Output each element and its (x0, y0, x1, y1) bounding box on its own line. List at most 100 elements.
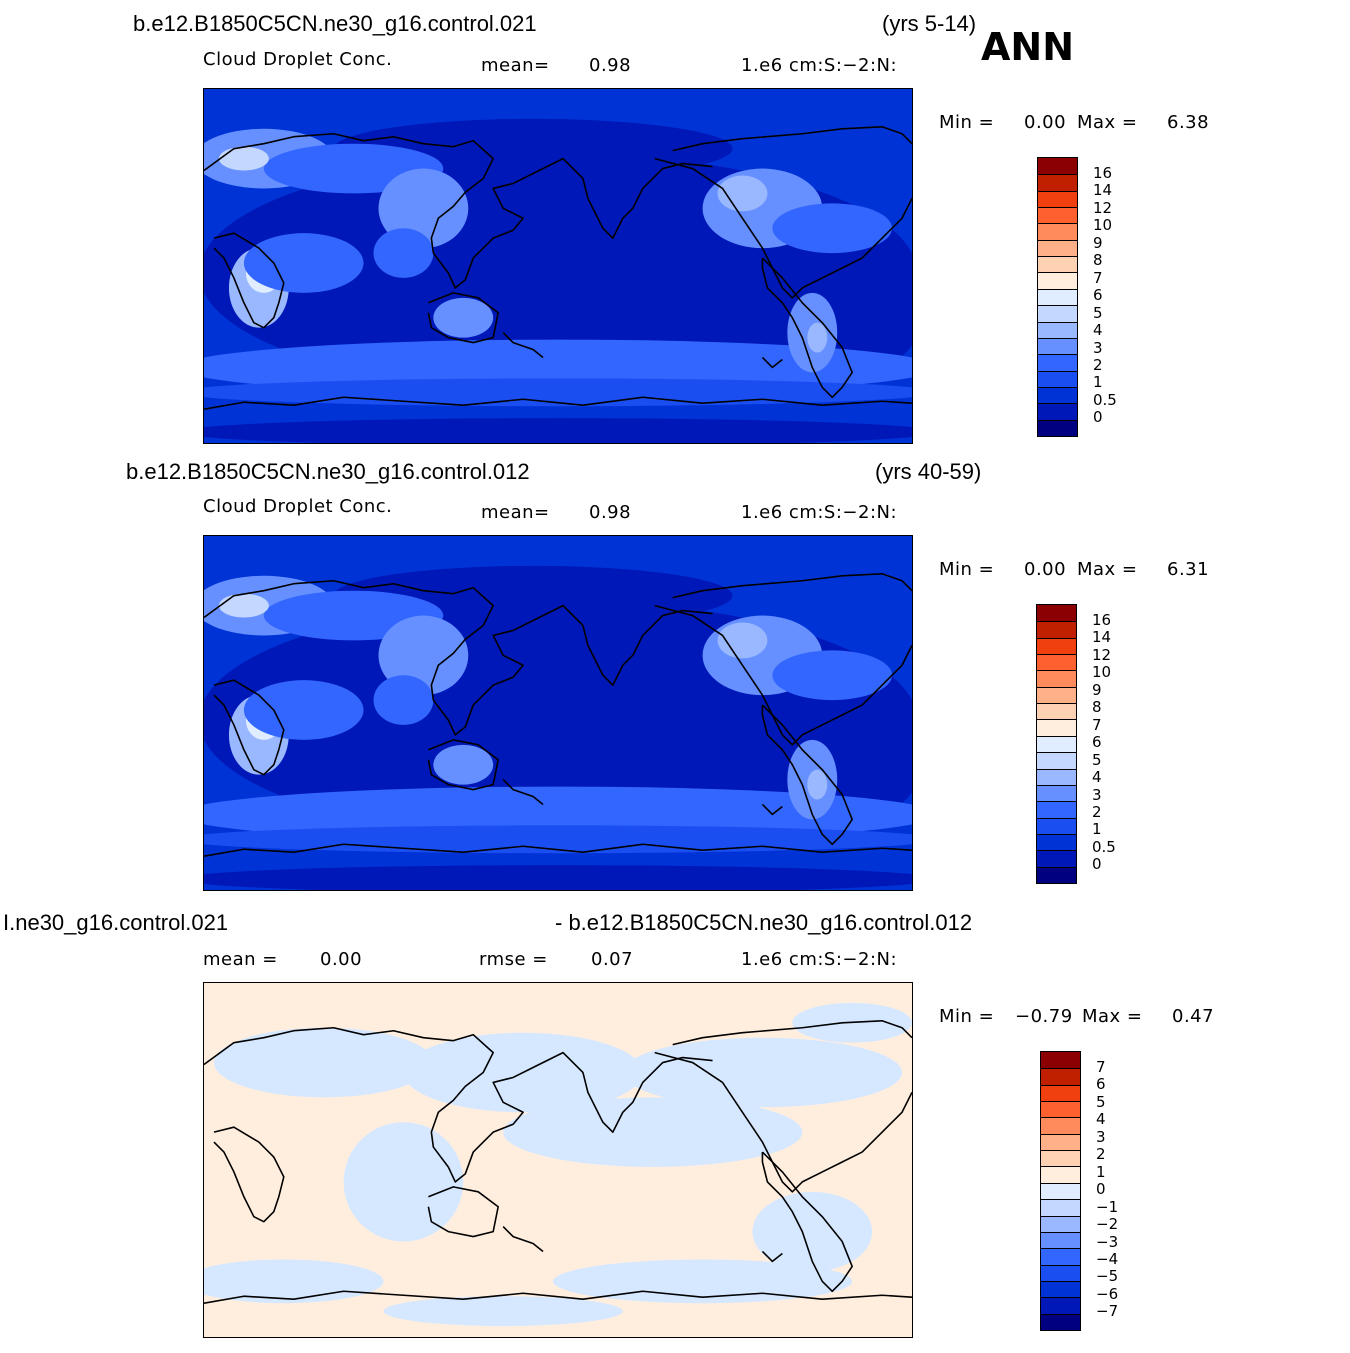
colorbar-swatch (1037, 866, 1076, 884)
panel2-min-label: Min = (939, 559, 995, 580)
colorbar-swatch (1037, 605, 1076, 622)
season-label: ANN (981, 25, 1075, 69)
panel2-units: 1.e6 cm:S:−2:N: (741, 502, 898, 523)
colorbar-swatch (1041, 1150, 1080, 1167)
panel1-colorbar (1037, 157, 1078, 437)
colorbar-swatch (1041, 1182, 1080, 1200)
colorbar-swatch (1037, 703, 1076, 720)
colorbar-label: 16 (1092, 611, 1112, 629)
panel1-map (203, 88, 913, 444)
colorbar-swatch (1038, 354, 1077, 372)
colorbar-swatch (1041, 1101, 1080, 1118)
panel1-min-value: 0.00 (1024, 112, 1067, 133)
panel2-max-value: 6.31 (1167, 559, 1210, 580)
colorbar-label: 14 (1092, 628, 1112, 647)
colorbar-swatch (1037, 752, 1076, 770)
map-contour-field (204, 536, 912, 890)
panel2-mean-label: mean= (481, 502, 550, 523)
panel1-max-value: 6.38 (1167, 112, 1210, 133)
colorbar-swatch (1038, 305, 1077, 323)
colorbar-swatch (1038, 386, 1077, 404)
colorbar-swatch (1037, 654, 1076, 671)
panel3-map (203, 982, 913, 1338)
panel1-years: (yrs 5-14) (882, 11, 977, 36)
colorbar-swatch (1041, 1231, 1080, 1249)
colorbar-label: 10 (1092, 663, 1112, 682)
colorbar-swatch (1038, 256, 1077, 273)
panel2-min-value: 0.00 (1024, 559, 1067, 580)
colorbar-label: 0 (1096, 1180, 1106, 1199)
colorbar-label: 2 (1092, 802, 1102, 821)
colorbar-label: −3 (1096, 1232, 1119, 1251)
colorbar-label: 5 (1093, 303, 1103, 322)
colorbar-label: 7 (1096, 1058, 1106, 1076)
colorbar-swatch (1038, 239, 1077, 257)
colorbar-label: 4 (1092, 768, 1102, 787)
panel1-variable: Cloud Droplet Conc. (203, 49, 393, 70)
colorbar-swatch (1041, 1068, 1080, 1086)
colorbar-swatch (1038, 370, 1077, 388)
colorbar-label: 0.5 (1092, 837, 1116, 856)
colorbar-swatch (1037, 784, 1076, 802)
colorbar-label: −7 (1096, 1302, 1119, 1321)
colorbar-swatch (1037, 801, 1076, 819)
panel3-case-title-2: - b.e12.B1850C5CN.ne30_g16.control.012 (555, 910, 973, 935)
colorbar-label: 14 (1093, 181, 1113, 200)
colorbar-label: 6 (1092, 733, 1102, 752)
colorbar-label: 0.5 (1093, 390, 1117, 409)
colorbar-swatch (1037, 686, 1076, 704)
colorbar-swatch (1038, 223, 1077, 241)
panel2-colorbar (1036, 604, 1077, 884)
colorbar-swatch (1037, 768, 1076, 786)
colorbar-swatch (1038, 272, 1077, 290)
panel1-mean-value: 0.98 (589, 55, 632, 76)
colorbar-swatch (1038, 321, 1077, 339)
colorbar-swatch (1037, 833, 1076, 851)
colorbar-label: 16 (1093, 164, 1113, 182)
colorbar-swatch (1041, 1133, 1080, 1151)
colorbar-label: 6 (1093, 286, 1103, 305)
colorbar-swatch (1041, 1313, 1080, 1331)
panel2-years: (yrs 40-59) (875, 459, 982, 484)
colorbar-label: 2 (1096, 1145, 1106, 1164)
colorbar-swatch (1038, 403, 1077, 421)
colorbar-swatch (1038, 337, 1077, 355)
colorbar-label: −4 (1096, 1249, 1119, 1268)
colorbar-swatch (1041, 1280, 1080, 1298)
colorbar-swatch (1041, 1117, 1080, 1135)
colorbar-label: −2 (1096, 1215, 1119, 1234)
panel1-min-label: Min = (939, 112, 995, 133)
panel1-units: 1.e6 cm:S:−2:N: (741, 55, 898, 76)
panel1-mean-label: mean= (481, 55, 550, 76)
colorbar-label: 8 (1093, 251, 1103, 270)
colorbar-swatch (1037, 817, 1076, 835)
colorbar-label: 4 (1096, 1110, 1106, 1129)
panel2-case-title: b.e12.B1850C5CN.ne30_g16.control.012 (126, 459, 530, 484)
panel3-colorbar (1040, 1051, 1081, 1331)
colorbar-swatch (1037, 735, 1076, 753)
colorbar-label: 7 (1093, 268, 1103, 287)
panel3-rmse-value: 0.07 (591, 949, 634, 970)
colorbar-label: 1 (1096, 1162, 1106, 1181)
colorbar-swatch (1037, 670, 1076, 688)
colorbar-swatch (1041, 1297, 1080, 1315)
panel2-map (203, 535, 913, 891)
colorbar-label: 3 (1096, 1127, 1106, 1146)
colorbar-label: 12 (1092, 645, 1112, 664)
colorbar-swatch (1038, 419, 1077, 437)
panel3-rmse-label: rmse = (479, 949, 548, 970)
colorbar-label: 1 (1092, 820, 1102, 839)
colorbar-label: 1 (1093, 373, 1103, 392)
colorbar-label: 9 (1093, 233, 1103, 252)
colorbar-swatch (1037, 621, 1076, 639)
panel1-case-title: b.e12.B1850C5CN.ne30_g16.control.021 (133, 11, 537, 36)
colorbar-label: 6 (1096, 1075, 1106, 1094)
colorbar-label: 3 (1092, 785, 1102, 804)
colorbar-swatch (1041, 1166, 1080, 1184)
map-contour-field (204, 983, 912, 1337)
map-contour-field (204, 89, 912, 443)
colorbar-label: −6 (1096, 1284, 1119, 1303)
colorbar-label: 8 (1092, 698, 1102, 717)
panel2-variable: Cloud Droplet Conc. (203, 496, 393, 517)
colorbar-swatch (1038, 174, 1077, 192)
